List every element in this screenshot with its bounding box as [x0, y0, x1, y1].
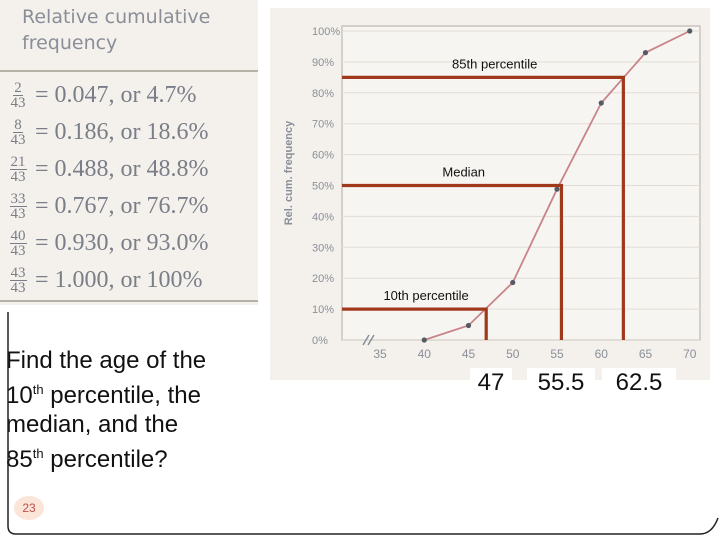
- answer-10th-percentile: 47: [470, 368, 512, 398]
- data-point: [642, 50, 649, 56]
- fraction-numerator: 2: [13, 79, 23, 96]
- fraction-numerator: 8: [13, 116, 23, 133]
- fraction-denominator: 43: [10, 131, 26, 148]
- answer-85th-percentile: 62.5: [602, 368, 676, 398]
- table-row: 43 43 = 1.000, or 100%: [6, 263, 203, 297]
- percentile-label: 85th percentile: [452, 56, 537, 71]
- cumulative-frequency-chart: 0% 10% 20% 30% 40% 50% 60% 70% 80% 90% 100% 35 40 45 5…: [283, 25, 701, 361]
- table-title: Relative cumulative frequency: [22, 6, 211, 54]
- fraction-value: = 0.047, or 4.7%: [35, 81, 197, 108]
- fraction-numerator: 43: [9, 264, 27, 281]
- fraction: 40 43: [6, 227, 30, 259]
- y-tick-label: 30%: [312, 242, 334, 254]
- y-tick-label: 10%: [312, 304, 334, 316]
- fraction-numerator: 33: [9, 190, 27, 207]
- x-tick-label: 55: [550, 347, 564, 361]
- fraction-value: = 0.488, or 48.8%: [35, 155, 209, 182]
- x-tick-label: 45: [462, 347, 476, 361]
- y-tick-label: 0%: [312, 335, 328, 347]
- y-tick-label: 50%: [312, 181, 334, 193]
- data-point: [465, 322, 472, 329]
- percentile-label: 10th percentile: [383, 288, 468, 303]
- table-divider: [0, 300, 258, 302]
- question-line: 10th percentile, the: [6, 382, 201, 409]
- y-tick-label: 70%: [312, 119, 334, 131]
- fraction-denominator: 43: [10, 94, 26, 111]
- fraction-denominator: 43: [10, 279, 26, 296]
- fraction-denominator: 43: [10, 205, 26, 222]
- data-point: [554, 186, 560, 192]
- table-row: 40 43 = 0.930, or 93.0%: [6, 226, 209, 260]
- slide-number: 23: [14, 496, 44, 520]
- question-line: Find the age of the: [6, 347, 207, 374]
- percentile-guide: [342, 183, 564, 340]
- question-line: median, and the: [6, 411, 179, 438]
- y-tick-label: 100%: [312, 26, 340, 38]
- y-tick-label: 20%: [312, 273, 334, 285]
- table-row: 2 43 = 0.047, or 4.7%: [6, 78, 197, 112]
- x-tick-label: 35: [373, 347, 387, 361]
- data-point: [687, 28, 693, 34]
- percentile-label: Median: [442, 165, 485, 180]
- x-tick-label: 40: [418, 347, 432, 361]
- fraction-denominator: 43: [10, 242, 26, 259]
- data-point: [510, 279, 516, 286]
- question-line: 85th percentile?: [6, 446, 168, 473]
- relative-frequency-table: Relative cumulative frequency 2 43 = 0.047…: [0, 0, 258, 305]
- fraction: 2 43: [6, 79, 30, 111]
- fraction-denominator: 43: [10, 168, 26, 185]
- table-divider: [0, 70, 258, 72]
- data-point: [421, 337, 427, 343]
- fraction-numerator: 21: [9, 153, 27, 170]
- question-text: Find the age of the 10th percentile, the…: [6, 346, 266, 474]
- y-tick-label: 90%: [312, 57, 334, 69]
- fraction-value: = 0.186, or 18.6%: [35, 118, 209, 145]
- x-tick-label: 60: [595, 347, 609, 361]
- fraction-numerator: 40: [9, 227, 27, 244]
- table-row: 33 43 = 0.767, or 76.7%: [6, 189, 209, 223]
- percentile-guide: [342, 75, 625, 340]
- fraction-value: = 1.000, or 100%: [35, 266, 203, 293]
- x-tick-label: 50: [506, 347, 520, 361]
- x-tick-label: 70: [683, 347, 697, 361]
- x-tick-label: 65: [639, 347, 653, 361]
- answer-median: 55.5: [527, 368, 595, 398]
- chart-panel: 0% 10% 20% 30% 40% 50% 60% 70% 80% 90% 100% 35 40 45 5…: [270, 8, 710, 380]
- y-tick-label: 80%: [312, 88, 334, 100]
- fraction-value: = 0.767, or 76.7%: [35, 192, 209, 219]
- table-row: 8 43 = 0.186, or 18.6%: [6, 115, 209, 149]
- fraction: 8 43: [6, 116, 30, 148]
- fraction: 21 43: [6, 153, 30, 185]
- fraction: 43 43: [6, 264, 30, 296]
- y-tick-label: 40%: [312, 211, 334, 223]
- y-axis-label: Rel. cum. frequency: [283, 120, 295, 225]
- data-point: [598, 100, 604, 106]
- table-row: 21 43 = 0.488, or 48.8%: [6, 152, 209, 186]
- fraction: 33 43: [6, 190, 30, 222]
- fraction-value: = 0.930, or 93.0%: [35, 229, 209, 256]
- y-tick-label: 60%: [312, 150, 334, 162]
